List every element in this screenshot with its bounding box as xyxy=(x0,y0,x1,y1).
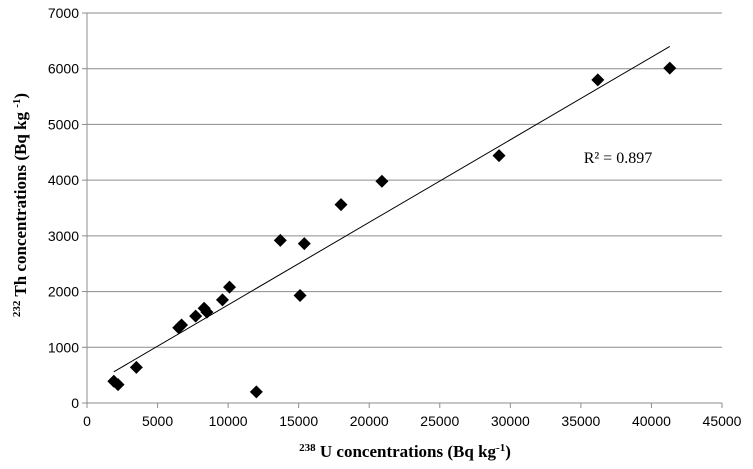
y-tick-label: 2000 xyxy=(48,284,79,300)
y-axis-title-isotope: 232 xyxy=(11,300,23,317)
axes xyxy=(82,12,723,408)
y-tick-label: 4000 xyxy=(48,172,79,188)
trendline xyxy=(113,45,671,373)
y-axis-title-unit-exponent: -1 xyxy=(11,99,23,108)
x-tick-label: 25000 xyxy=(420,413,459,429)
data-point xyxy=(293,288,307,302)
x-tick-label: 15000 xyxy=(279,413,318,429)
x-axis-title-main: U concentrations (Bq kg xyxy=(316,442,497,461)
data-point xyxy=(375,174,389,188)
x-tick-labels: 0 5000 10000 15000 20000 25000 30000 35000 40000… xyxy=(83,413,742,429)
x-axis-title-unit-exponent: -1 xyxy=(496,442,505,454)
y-tick-label: 5000 xyxy=(48,116,79,132)
data-point xyxy=(189,309,203,323)
x-axis-title: 238 U concentrations (Bq kg-1) xyxy=(299,442,511,461)
y-axis-title: 232 Th concentrations (Bq kg -1) xyxy=(11,93,30,317)
y-axis-title-close: ) xyxy=(11,93,30,99)
y-tick-labels: 0 1000 2000 3000 4000 5000 6000 7000 xyxy=(48,5,79,411)
x-tick-label: 5000 xyxy=(142,413,173,429)
x-tick-label: 45000 xyxy=(703,413,742,429)
y-tick-label: 3000 xyxy=(48,228,79,244)
x-tick-label: 40000 xyxy=(632,413,671,429)
y-tick-label: 1000 xyxy=(48,339,79,355)
data-point xyxy=(111,378,125,392)
y-tick-label: 0 xyxy=(71,395,79,411)
data-point xyxy=(663,61,677,75)
data-point xyxy=(223,280,237,294)
data-point xyxy=(591,73,605,87)
y-axis-title-main: Th concentrations (Bq kg xyxy=(11,108,30,301)
gridlines xyxy=(87,12,722,348)
data-point xyxy=(334,198,348,212)
y-tick-label: 6000 xyxy=(48,61,79,77)
trendline-group xyxy=(113,45,671,373)
data-point xyxy=(297,237,311,251)
data-point xyxy=(492,149,506,163)
data-point xyxy=(129,360,143,374)
data-point xyxy=(215,293,229,307)
data-point xyxy=(249,385,263,399)
x-tick-label: 10000 xyxy=(209,413,248,429)
data-point xyxy=(273,233,287,247)
x-tick-label: 0 xyxy=(83,413,91,429)
x-tick-label: 35000 xyxy=(561,413,600,429)
x-tick-label: 30000 xyxy=(491,413,530,429)
x-axis-title-close: ) xyxy=(505,442,511,461)
data-point xyxy=(175,318,189,332)
y-tick-label: 7000 xyxy=(48,5,79,21)
data-point xyxy=(200,305,214,319)
data-points xyxy=(107,61,677,399)
r-squared-annotation: R² = 0.897 xyxy=(584,150,653,167)
x-axis-title-isotope: 238 xyxy=(299,442,316,454)
x-tick-label: 20000 xyxy=(350,413,389,429)
